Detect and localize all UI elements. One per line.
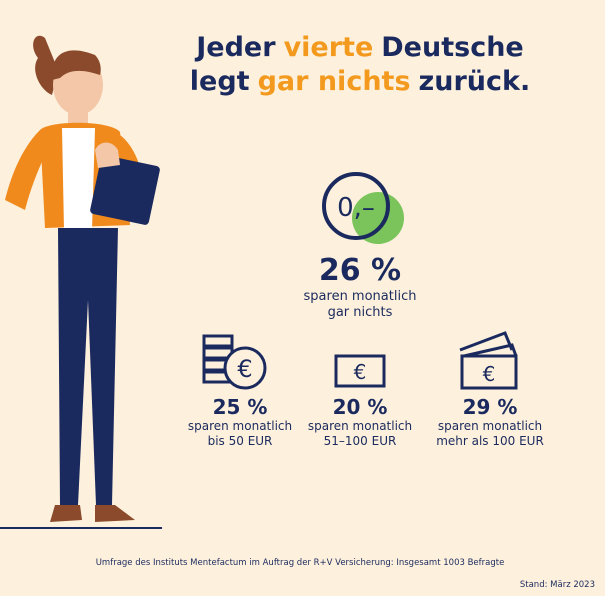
- title-segment: vierte: [284, 32, 374, 63]
- main-value: 26 %: [319, 253, 401, 288]
- stat-value: 25 %: [213, 395, 268, 419]
- source-note: Umfrage des Instituts Mentefactum im Auf…: [96, 558, 505, 568]
- stat-value: 29 %: [463, 395, 518, 419]
- icon-bill: [334, 354, 386, 388]
- icon-text: 0,–: [337, 193, 375, 223]
- stat-label: sparen monatlich: [188, 419, 292, 433]
- currency-symbol: €: [354, 360, 367, 384]
- main-label: sparen monatlich: [304, 289, 417, 304]
- stat-label: bis 50 EUR: [208, 434, 273, 448]
- currency-symbol: €: [483, 362, 496, 386]
- icon-coin: [322, 172, 390, 240]
- icon-bills: [459, 331, 518, 390]
- stat-label: 51–100 EUR: [324, 434, 397, 448]
- title-segment: Jeder: [194, 32, 276, 63]
- icon-coins: [202, 334, 267, 390]
- title: Jeder vierte Deutsche legt gar nichts zurück.: [190, 32, 530, 97]
- main-label: gar nichts: [328, 305, 393, 320]
- stat-label: sparen monatlich: [438, 419, 542, 433]
- stat-label: sparen monatlich: [308, 419, 412, 433]
- title-segment: legt: [190, 66, 250, 97]
- title-segment: zurück.: [419, 66, 531, 97]
- title-segment: Deutsche: [381, 32, 523, 63]
- stat-label: mehr als 100 EUR: [436, 434, 544, 448]
- title-segment: gar nichts: [258, 66, 411, 97]
- icon-accent: [352, 192, 404, 244]
- main-stat: 0,– 26 % sparen monatlich gar nichts: [304, 172, 417, 320]
- date-note: Stand: März 2023: [520, 580, 595, 590]
- person-illustration: [0, 35, 162, 529]
- stat-value: 20 %: [333, 395, 388, 419]
- currency-symbol: €: [237, 355, 252, 383]
